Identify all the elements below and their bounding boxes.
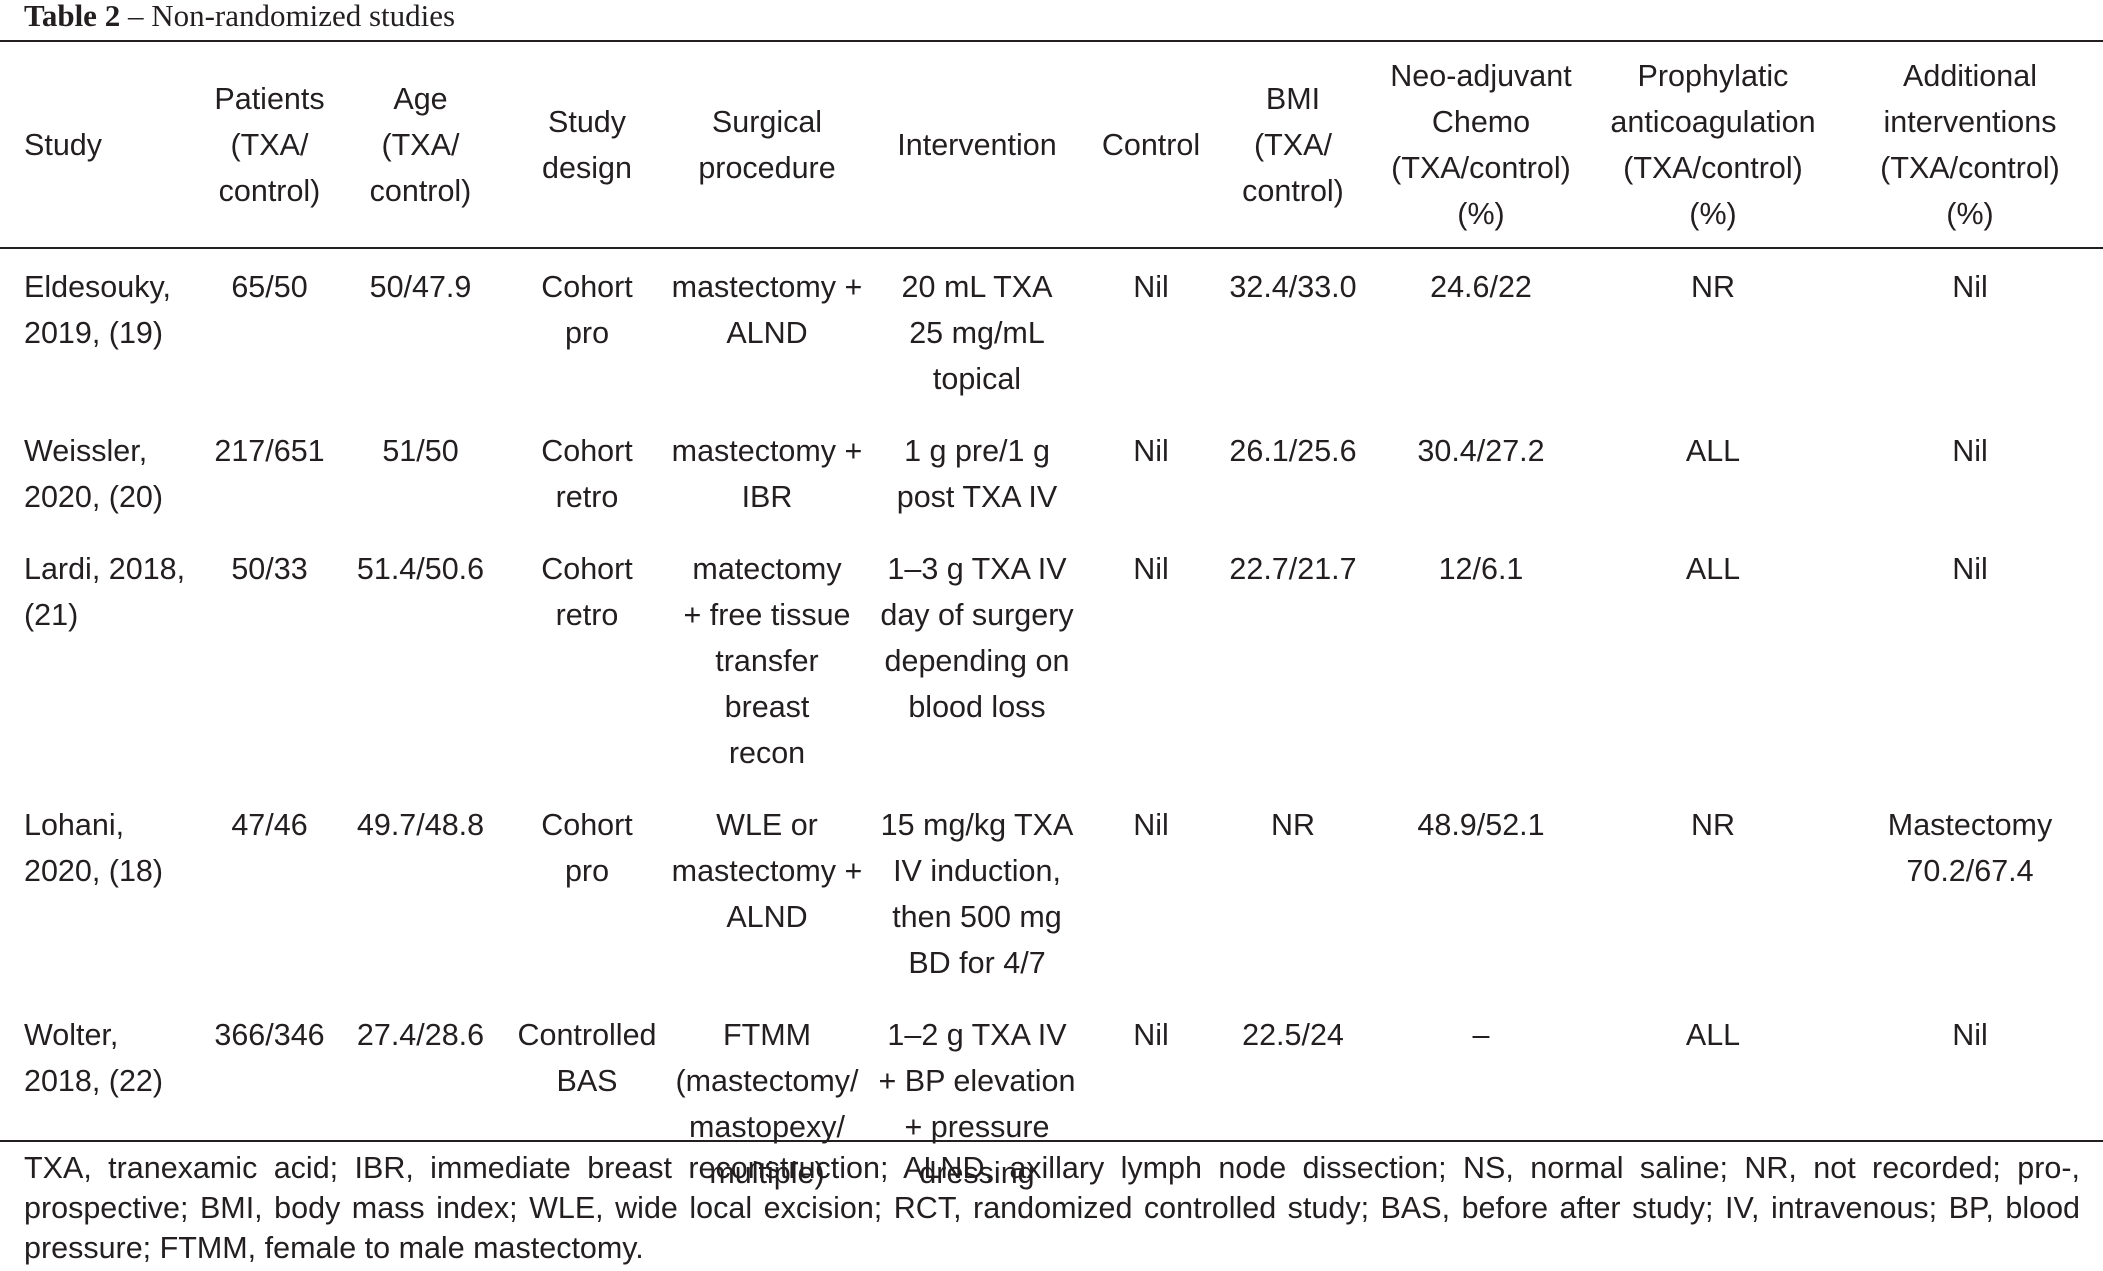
column-header: Intervention — [897, 127, 1057, 162]
table-cell: Nil — [1952, 270, 1988, 304]
column-header: Study — [24, 127, 102, 162]
table-row: Weissler, 2020, (20) 217/651 51/50 Cohort… — [0, 414, 2103, 532]
column-header: Patients (TXA/control) — [214, 81, 325, 208]
table-cell: ALL — [1685, 434, 1741, 468]
table-row: Wolter, 2018, (22) 366/346 27.4/28.6 Cont… — [0, 998, 2103, 1208]
table-cell: 51.4/50.6 — [356, 552, 485, 586]
table-cell: 27.4/28.6 — [356, 1018, 485, 1052]
column-header: Study design — [542, 104, 632, 185]
table-cell: NR — [1270, 808, 1316, 842]
table-footnote: TXA, tranexamic acid; IBR, immediate bre… — [24, 1151, 2080, 1265]
table-cell: Controlled BAS — [517, 1018, 657, 1098]
table-cell: 22.7/21.7 — [1229, 552, 1357, 586]
column-header: Neo-adjuvant Chemo (TXA/control) (%) — [1390, 58, 1572, 231]
table-cell: Cohort pro — [541, 270, 633, 350]
table-row: Eldesouky, 2019, (19) 65/50 50/47.9 Cohor… — [0, 247, 2103, 414]
table-cell: 49.7/48.8 — [356, 808, 485, 842]
table-cell: 217/651 — [214, 434, 325, 468]
table-cell: Nil — [1133, 808, 1169, 842]
table-cell: WLE or mastectomy + ALND — [671, 808, 863, 934]
header-row: Study Patients (TXA/control) Age (TXA/cont… — [0, 42, 2103, 247]
table-cell: 50/47.9 — [369, 270, 472, 304]
table-cell: Cohort retro — [541, 552, 633, 632]
table-cell: – — [1472, 1018, 1490, 1052]
table-cell: Weissler, 2020, (20) — [24, 434, 164, 514]
table-cell: Nil — [1952, 434, 1988, 468]
table-cell: Lohani, 2020, (18) — [24, 808, 164, 888]
table-cell: Cohort retro — [541, 434, 633, 514]
table-cell: Nil — [1952, 1018, 1988, 1052]
table-cell: 20 mL TXA 25 mg/mL topical — [901, 270, 1053, 396]
table-cell: 32.4/33.0 — [1229, 270, 1357, 304]
header-bottom-rule — [0, 247, 2103, 249]
table-cell: ALL — [1685, 552, 1741, 586]
table-cell: 50/33 — [231, 552, 308, 586]
table-cell: matectomy + free tissue transfer breast rec… — [683, 552, 851, 770]
table-cell: 1–2 g TXA IV + BP elevation + pressure dres… — [878, 1018, 1076, 1190]
column-header: BMI (TXA/control) — [1242, 81, 1344, 208]
table-cell: ALL — [1685, 1018, 1741, 1052]
table-cell: Wolter, 2018, (22) — [24, 1018, 164, 1098]
table-cell: Nil — [1952, 552, 1988, 586]
column-header: Surgical procedure — [698, 104, 836, 185]
table-cell: Nil — [1133, 552, 1169, 586]
table-cell: Cohort pro — [541, 808, 633, 888]
table-cell: Mastectomy 70.2/67.4 — [1887, 808, 2053, 888]
table-cell: 51/50 — [382, 434, 459, 468]
table-cell: 47/46 — [231, 808, 308, 842]
studies-table: Study Patients (TXA/control) Age (TXA/cont… — [0, 42, 2103, 1208]
table-label: Table 2 — [24, 0, 121, 33]
table-cell: Nil — [1133, 1018, 1169, 1052]
table-cell: 366/346 — [214, 1018, 325, 1052]
table-cell: 1–3 g TXA IV day of surgery depending on bl… — [880, 552, 1074, 724]
table-row: Lardi, 2018, (21) 50/33 51.4/50.6 Cohort r… — [0, 532, 2103, 788]
table-cell: 26.1/25.6 — [1229, 434, 1357, 468]
column-header: Control — [1101, 127, 1201, 162]
table-cell: Nil — [1133, 270, 1169, 304]
header-top-rule — [0, 40, 2103, 42]
table-title: Non-randomized studies — [151, 0, 456, 33]
table-cell: 1 g pre/1 g post TXA IV — [896, 434, 1058, 514]
table-cell: mastectomy + IBR — [671, 434, 863, 514]
table-cell: 30.4/27.2 — [1417, 434, 1545, 468]
table-cell: Nil — [1133, 434, 1169, 468]
table-cell: mastectomy + ALND — [671, 270, 863, 350]
table-cell: NR — [1690, 270, 1736, 304]
table-cell: 12/6.1 — [1438, 552, 1524, 586]
column-header: Additional interventions (TXA/control) (%) — [1880, 58, 2060, 231]
table-cell: FTMM (mastectomy/mastopexy/multiple) — [675, 1018, 859, 1190]
column-header: Prophylatic anticoagulation (TXA/control)(… — [1610, 58, 1816, 231]
table-cell: 48.9/52.1 — [1417, 808, 1545, 842]
table-cell: Lardi, 2018, (21) — [24, 552, 186, 632]
table-row: Lohani, 2020, (18) 47/46 49.7/48.8 Cohort… — [0, 788, 2103, 998]
table-cell: 15 mg/kg TXA IV induction, then 500 mg BD f… — [880, 808, 1074, 980]
table-cell: 22.5/24 — [1242, 1018, 1344, 1052]
column-header: Age (TXA/control) — [369, 81, 472, 208]
table-cell: 65/50 — [231, 270, 308, 304]
table-caption: Table 2 – Non-randomized studies — [24, 0, 455, 38]
table-cell: NR — [1690, 808, 1736, 842]
table-bottom-rule — [0, 1140, 2103, 1142]
table-cell: 24.6/22 — [1430, 270, 1532, 304]
table-cell: Eldesouky, 2019, (19) — [24, 270, 171, 350]
caption-separator: – — [120, 0, 152, 33]
